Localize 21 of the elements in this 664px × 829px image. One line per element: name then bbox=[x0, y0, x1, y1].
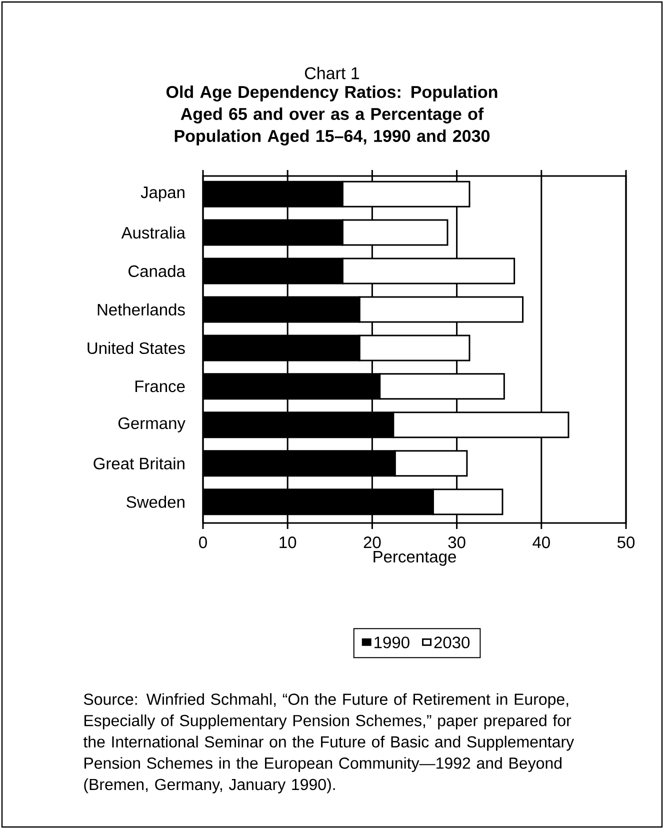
x-tick-label: 40 bbox=[532, 536, 550, 548]
legend-label: 2030 bbox=[434, 636, 470, 648]
x-tick-label: 10 bbox=[280, 536, 296, 548]
y-tick-label: Great Britain bbox=[94, 457, 184, 470]
y-tick-label: Sweden bbox=[126, 496, 184, 508]
source-note: Source: Winfried Schmahl, “On the Future of Retirement in Europe, Especially of Supplementary Pension Schemes,” paper prepared for the International Seminar on the Future of Basic and Supplementary Pension Schemes in the European Community—1992 and Beyond (Bremen, Germany, January 1990). bbox=[83, 693, 574, 794]
y-tick-label: Australia bbox=[121, 226, 186, 239]
y-tick-label: Germany bbox=[118, 417, 186, 432]
y-tick-label: Canada bbox=[128, 264, 186, 278]
y-tick-label: Netherlands bbox=[98, 303, 185, 316]
x-tick-label: 20 bbox=[364, 536, 381, 548]
x-tick-label: 30 bbox=[448, 536, 466, 548]
y-tick-label: Japan bbox=[140, 186, 184, 202]
x-tick-label: 50 bbox=[617, 536, 635, 548]
chart-subtitle: Old Age Dependency Ratios: Population Aged 65 and over as a Percentage of Population Aged 15–64, 1990 and 2030 bbox=[166, 86, 498, 146]
x-tick-label: 0 bbox=[199, 536, 207, 548]
x-axis-title: Percentage bbox=[374, 551, 456, 566]
y-tick-label: France bbox=[135, 380, 185, 392]
y-tick-label: United States bbox=[88, 342, 185, 354]
chart-title: Chart 1 bbox=[304, 66, 360, 80]
legend-label: 1990 bbox=[374, 636, 410, 648]
